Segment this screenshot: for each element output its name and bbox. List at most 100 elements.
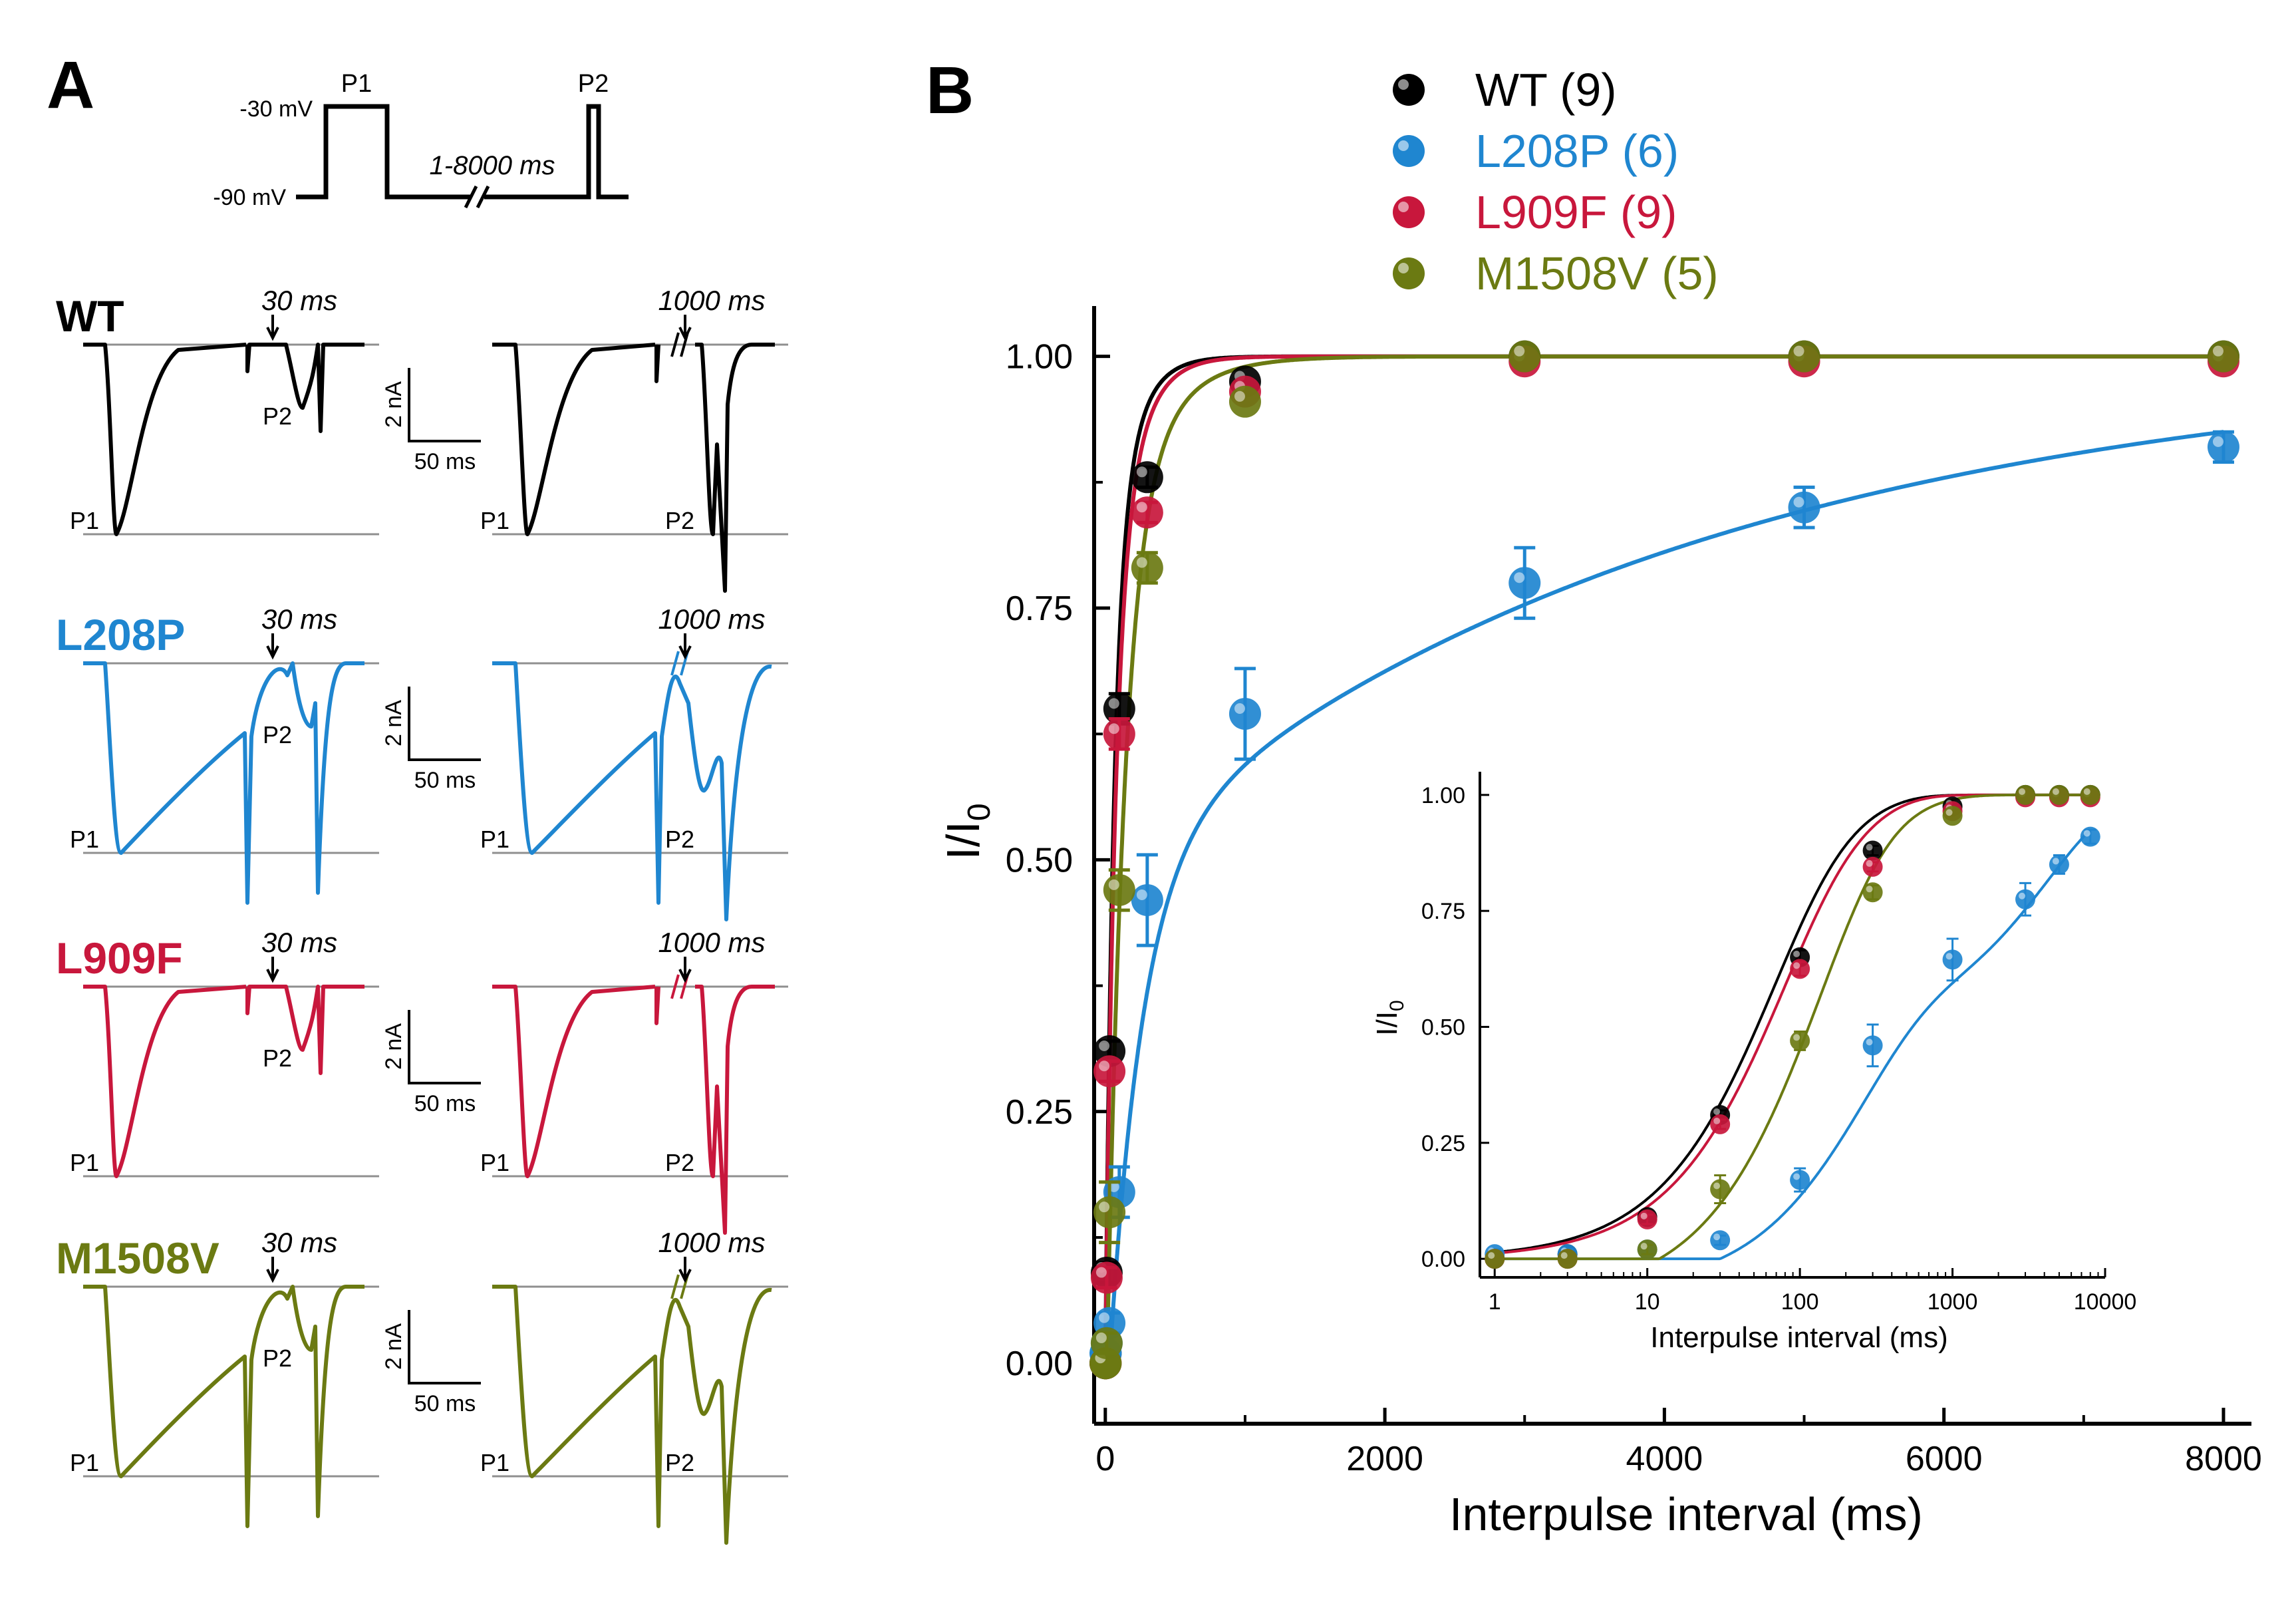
delay-label-left: 30 ms — [261, 927, 337, 958]
inset-x-tick-label: 10000 — [2074, 1289, 2137, 1315]
inset-data-point — [2015, 784, 2036, 805]
inset-data-point-highlight — [1640, 1212, 1648, 1219]
legend-marker — [1393, 257, 1425, 289]
y-tick-label: 0.75 — [1006, 589, 1073, 628]
protocol-break-mark — [464, 185, 490, 209]
scale-bar — [408, 368, 481, 442]
trace-rows: WT 30 ms 1000 ms P1 P2 P1 P2 2 nA 50 ms L208P 30 m… — [56, 285, 788, 1545]
data-point — [1508, 340, 1541, 373]
inset-data-point-highlight — [2052, 858, 2059, 865]
data-point — [1131, 884, 1163, 916]
data-point — [1788, 340, 1820, 373]
inset-fit-curve-m1508v-5 — [1495, 793, 2090, 1261]
data-point-highlight — [1793, 496, 1804, 508]
p2-label-left: P2 — [263, 402, 292, 430]
current-trace-1000ms — [492, 985, 775, 1235]
data-point — [1508, 567, 1541, 599]
scale-bar-current: 2 nA — [381, 700, 406, 746]
panel-a: A P1 P2 -30 mV -90 mV 1-8000 ms WT 30 ms 1… — [47, 48, 788, 1545]
data-point-highlight — [1234, 391, 1245, 402]
inset-y-tick-label: 0.50 — [1421, 1015, 1465, 1040]
inset-data-point — [1557, 1249, 1578, 1269]
inset-y-tick-label: 1.00 — [1421, 783, 1465, 808]
trace-row-wt: WT 30 ms 1000 ms P1 P2 P1 P2 2 nA 50 ms — [56, 285, 788, 593]
data-point-highlight — [1099, 1312, 1110, 1323]
p1-label-right: P1 — [480, 507, 509, 534]
protocol-step-voltage: -30 mV — [239, 96, 313, 122]
current-trace-1000ms — [492, 1285, 772, 1545]
legend-marker-highlight — [1398, 79, 1409, 90]
delay-arrow-right — [678, 957, 692, 983]
inset-data-point — [2080, 784, 2100, 805]
legend-label: L909F (9) — [1475, 186, 1677, 238]
trace-row-name: WT — [56, 291, 124, 341]
scale-bar — [408, 1310, 481, 1384]
fit-curve-l208p-6 — [1105, 430, 2224, 1366]
p2-label-right: P2 — [665, 1449, 694, 1476]
scale-bar-time: 50 ms — [414, 768, 476, 793]
data-point-highlight — [1095, 1332, 1107, 1343]
p2-label-left: P2 — [263, 721, 292, 748]
data-point — [1228, 697, 1261, 730]
data-point — [1131, 496, 1163, 529]
current-trace-30ms — [83, 985, 364, 1178]
data-point — [1228, 385, 1261, 418]
inset-data-point-highlight — [2083, 830, 2090, 837]
data-point — [1093, 1196, 1126, 1229]
protocol-p1-label: P1 — [341, 70, 372, 98]
main-chart: 0.00 0.25 0.50 0.75 1.00 0 2000 4000 6000 8000 Int… — [937, 306, 2262, 1540]
p1-label-right: P1 — [480, 1449, 509, 1476]
inset-data-point — [1862, 856, 1883, 877]
data-point — [1131, 552, 1163, 584]
trace-row-name: L208P — [56, 610, 185, 659]
inset-data-point-highlight — [2019, 788, 2026, 795]
data-point-highlight — [1108, 879, 1119, 890]
inset-data-point-highlight — [1866, 1039, 1873, 1046]
y-tick-label: 1.00 — [1006, 338, 1073, 377]
delay-arrow-right — [678, 1257, 692, 1283]
inset-data-point-highlight — [1793, 1034, 1800, 1041]
p1-label-left: P1 — [70, 826, 99, 853]
x-axis-label: Interpulse interval (ms) — [1449, 1488, 1923, 1540]
p2-label-left: P2 — [263, 1045, 292, 1072]
legend-marker — [1393, 135, 1425, 167]
legend-marker-highlight — [1398, 140, 1409, 151]
trace-row-l208p: L208P 30 ms 1000 ms P1 P2 P1 P2 2 nA 50 ms — [56, 603, 788, 921]
scale-bar — [408, 687, 481, 761]
inset-x-axis-label: Interpulse interval (ms) — [1650, 1321, 1947, 1354]
inset-data-point — [1485, 1249, 1505, 1269]
inset-y-axis-label: I/I0 — [1371, 1000, 1408, 1035]
x-tick-label: 4000 — [1626, 1440, 1703, 1478]
current-trace-1000ms — [492, 343, 775, 593]
inset-data-point — [1942, 949, 1963, 970]
data-point-highlight — [1095, 1267, 1107, 1278]
y-axis-label-subscript: 0 — [962, 803, 997, 821]
inset-data-point-highlight — [1793, 962, 1800, 969]
data-point — [1788, 491, 1820, 524]
delay-arrow-left — [266, 633, 279, 660]
data-point-highlight — [1099, 1202, 1110, 1213]
inset-data-point — [1637, 1209, 1657, 1229]
data-point-highlight — [1136, 466, 1147, 478]
inset-data-point — [1942, 806, 1963, 826]
delay-arrow-left — [266, 315, 279, 341]
legend-marker — [1393, 196, 1425, 228]
current-trace-30ms — [83, 661, 364, 905]
inset-data-point-highlight — [1793, 950, 1800, 957]
inset-y-axis-label-subscript: 0 — [1386, 1000, 1408, 1011]
scale-bar-time: 50 ms — [414, 1091, 476, 1116]
p1-label-left: P1 — [70, 1149, 99, 1176]
protocol-interval-label: 1-8000 ms — [430, 151, 555, 180]
panel-b-label: B — [926, 53, 974, 128]
inset-data-point — [1790, 1170, 1810, 1190]
protocol-waveform — [296, 104, 629, 200]
inset-data-point — [1790, 959, 1810, 979]
data-point-highlight — [1136, 502, 1147, 513]
y-axis-label: I/I0 — [937, 803, 997, 860]
delay-label-right: 1000 ms — [658, 1227, 765, 1258]
delay-label-left: 30 ms — [261, 285, 337, 316]
inset-chart: 0.00 0.25 0.50 0.75 1.00 1 10 100 1000 10000 Inter… — [1371, 758, 2136, 1354]
inset-data-point — [1862, 882, 1883, 903]
inset-data-point — [1710, 1114, 1731, 1134]
